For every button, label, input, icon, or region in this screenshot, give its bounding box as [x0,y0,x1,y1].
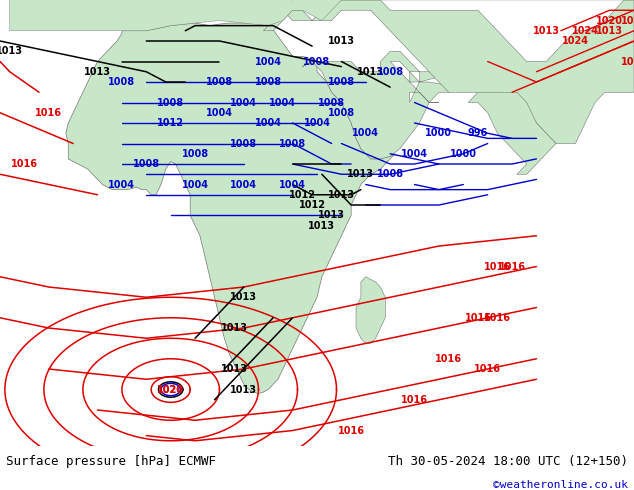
Text: 1008: 1008 [279,139,306,148]
Text: 1013: 1013 [328,36,355,46]
Text: 1004: 1004 [255,56,281,67]
Text: 1013: 1013 [357,67,384,77]
Text: 1016: 1016 [465,313,491,323]
Text: 1008: 1008 [133,159,160,169]
Text: 1008: 1008 [377,67,404,77]
Text: 1004: 1004 [353,128,379,138]
Text: 1020: 1020 [157,385,184,394]
Text: 1008: 1008 [304,56,330,67]
Text: 1012: 1012 [299,200,326,210]
Text: 1008: 1008 [108,77,136,87]
Text: 1004: 1004 [230,179,257,190]
Text: 1008: 1008 [181,149,209,159]
Text: 1013: 1013 [533,26,560,36]
Text: 1008: 1008 [377,169,404,179]
Text: 1016: 1016 [435,354,462,364]
Text: 1020: 1020 [157,385,184,394]
Text: 1013: 1013 [84,67,111,77]
Polygon shape [356,277,385,343]
Text: ©weatheronline.co.uk: ©weatheronline.co.uk [493,480,628,490]
Text: 1013: 1013 [596,26,623,36]
Text: 1004: 1004 [108,179,136,190]
Text: 1013: 1013 [621,56,634,67]
Text: 1004: 1004 [304,118,330,128]
Polygon shape [468,92,556,174]
Text: 1008: 1008 [157,98,184,107]
Text: 1004: 1004 [401,149,428,159]
Text: 1013: 1013 [221,364,248,374]
Text: Surface pressure [hPa] ECMWF: Surface pressure [hPa] ECMWF [6,455,216,468]
Text: 1004: 1004 [269,98,296,107]
Text: 1016: 1016 [11,159,38,169]
Text: 1013: 1013 [347,169,375,179]
Text: 1004: 1004 [255,118,281,128]
Text: 1013: 1013 [308,220,335,230]
Text: 1016: 1016 [401,395,428,405]
Text: 1013: 1013 [0,46,23,56]
Text: 1012: 1012 [289,190,316,200]
Text: Th 30-05-2024 18:00 UTC (12+150): Th 30-05-2024 18:00 UTC (12+150) [387,455,628,468]
Text: 1004: 1004 [181,179,209,190]
Text: 1008: 1008 [328,108,355,118]
Text: 1004: 1004 [230,98,257,107]
Text: 1016: 1016 [36,108,62,118]
Text: 1020: 1020 [596,16,623,25]
Text: 1012: 1012 [157,118,184,128]
Text: 1013: 1013 [221,323,248,333]
Text: 1013: 1013 [318,210,345,221]
Text: 1008: 1008 [206,77,233,87]
Polygon shape [302,51,488,159]
Polygon shape [263,0,634,144]
Text: 1016: 1016 [484,313,511,323]
Text: 1008: 1008 [255,77,281,87]
Polygon shape [10,0,634,31]
Text: 1016: 1016 [338,425,365,436]
Text: 1000: 1000 [425,128,453,138]
Text: 996: 996 [468,128,488,138]
Text: 1008: 1008 [328,77,355,87]
Text: 1024: 1024 [572,26,598,36]
Polygon shape [66,23,395,393]
Text: 1004: 1004 [206,108,233,118]
Text: 1013: 1013 [230,385,257,394]
Text: 1000: 1000 [450,149,477,159]
Text: 1016: 1016 [474,364,501,374]
Text: 1008: 1008 [230,139,257,148]
Text: 1004: 1004 [279,179,306,190]
Text: 1016: 1016 [498,262,526,271]
Text: 1016: 1016 [484,262,511,271]
Text: 1013: 1013 [328,190,355,200]
Text: 1024: 1024 [562,36,589,46]
Text: 1013: 1013 [621,16,634,25]
Text: 1013: 1013 [230,292,257,302]
Text: 1008: 1008 [318,98,345,107]
